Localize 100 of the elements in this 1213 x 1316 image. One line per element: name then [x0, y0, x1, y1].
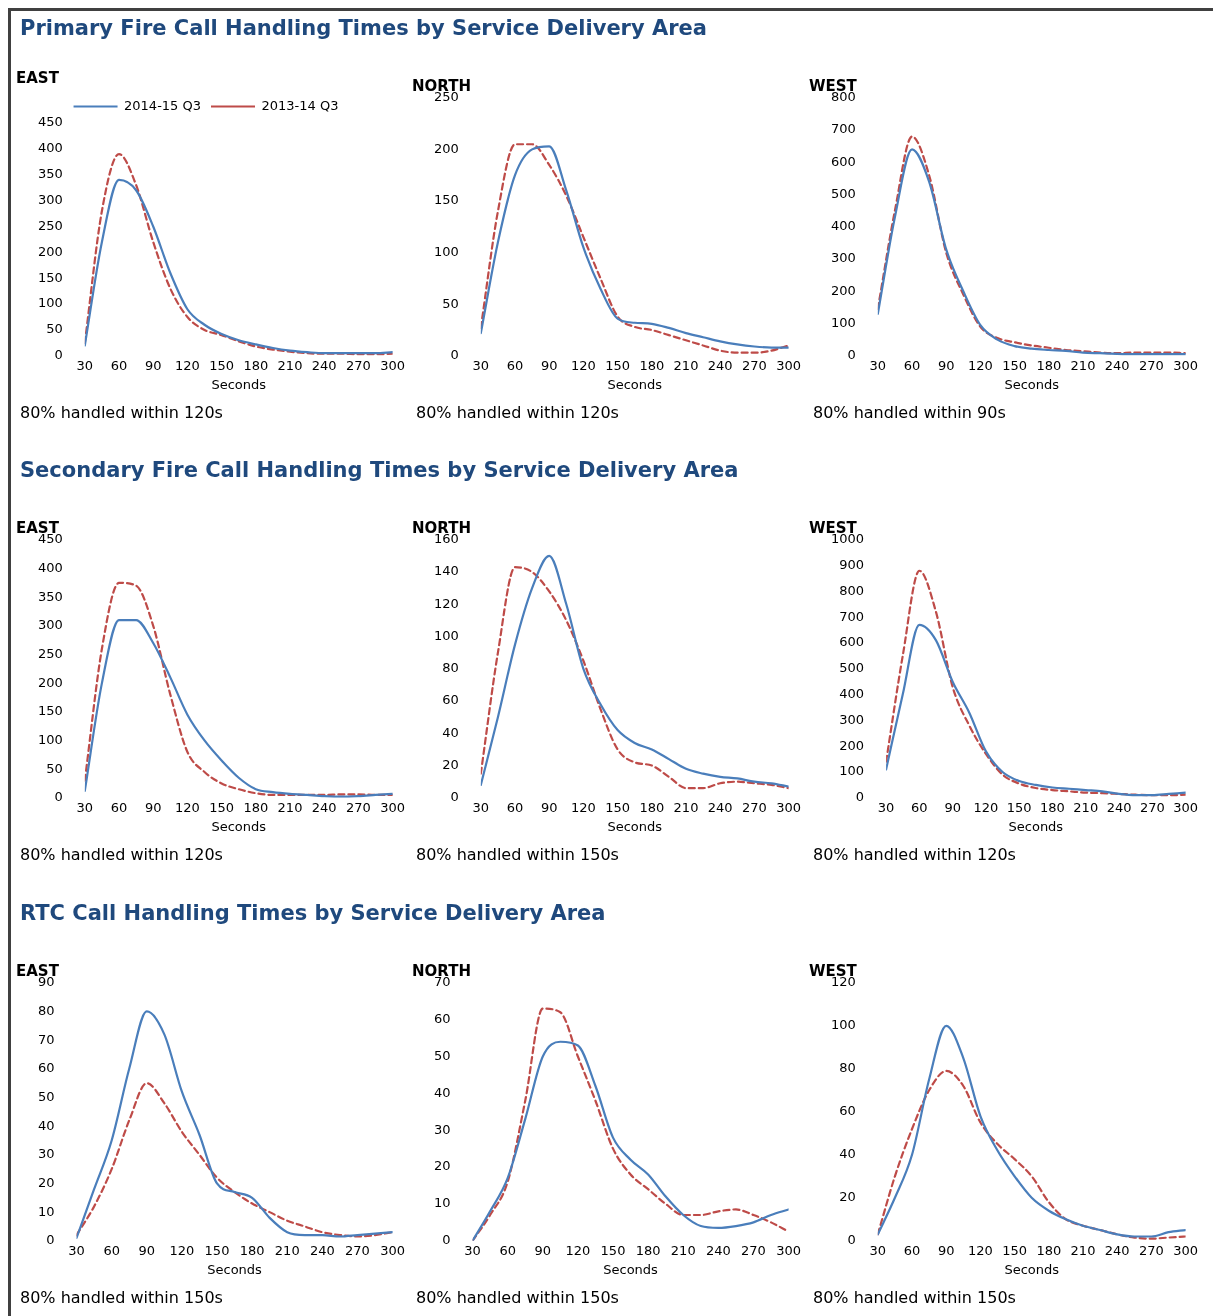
y-tick-label: 300 — [839, 711, 865, 727]
line-series — [877, 1024, 1186, 1238]
y-tick-label: 100 — [37, 731, 63, 747]
x-tick-label: 180 — [243, 799, 269, 815]
text: 80% handled within 150s — [416, 845, 620, 864]
x-tick-label: 240 — [1104, 1242, 1130, 1258]
y-tick-label: 600 — [830, 153, 856, 169]
y-tick-label: 100 — [830, 314, 856, 330]
y-tick-label: 80 — [442, 660, 459, 676]
y-tick-label: 350 — [37, 166, 63, 182]
y-tick-label: 0 — [450, 789, 459, 805]
x-tick-label: 240 — [311, 357, 337, 373]
x-tick-label: 240 — [705, 1242, 731, 1258]
x-tick-label: 150 — [1002, 1242, 1028, 1258]
y-tick-label: 120 — [433, 595, 459, 611]
y-tick-label: 20 — [434, 1158, 451, 1174]
y-tick-label: 0 — [54, 347, 63, 363]
y-tick-label: 10 — [38, 1203, 55, 1219]
x-tick-label: 180 — [639, 357, 665, 373]
legend-label: 2014-15 Q3 — [124, 97, 201, 113]
y-tick-label: 300 — [37, 191, 63, 207]
x-tick-label: 30 — [76, 357, 94, 373]
chart-title: Secondary Fire Call Handling Times by Service Delivery Area — [20, 458, 739, 482]
x-tick-label: 270 — [1138, 1242, 1164, 1258]
x-tick-label: 270 — [345, 799, 371, 815]
chart-title: RTC Call Handling Times by Service Delivery Area — [20, 901, 606, 925]
x-tick-label: 90 — [540, 799, 558, 815]
x-tick-label: 150 — [209, 357, 235, 373]
y-tick-label: 50 — [442, 295, 459, 311]
x-tick-label: 60 — [110, 799, 128, 815]
y-tick-label: 0 — [847, 347, 856, 363]
x-tick-label: 210 — [277, 357, 303, 373]
y-tick-label: 70 — [38, 1031, 55, 1047]
x-tick-label: 30 — [472, 799, 490, 815]
x-tick-label: 60 — [103, 1242, 120, 1258]
y-tick-label: 300 — [37, 617, 63, 633]
x-tick-label: 300 — [776, 1242, 802, 1258]
y-tick-label: 150 — [37, 269, 63, 285]
line-series — [886, 569, 1186, 797]
x-tick-label: 300 — [380, 1242, 406, 1258]
x-tick-label: 240 — [707, 799, 733, 815]
x-tick-label: 90 — [144, 357, 162, 373]
x-tick-label: 180 — [1036, 357, 1062, 373]
line-series — [84, 581, 393, 797]
x-axis-title: Seconds — [607, 376, 663, 392]
x-tick-label: 240 — [1104, 357, 1130, 373]
x-tick-label: 210 — [274, 1242, 300, 1258]
x-tick-label: 180 — [1040, 799, 1065, 815]
x-tick-label: 240 — [311, 799, 337, 815]
text: 80% handled within 150s — [813, 1288, 1017, 1307]
line-series — [886, 623, 1186, 797]
y-tick-label: 0 — [855, 789, 865, 805]
x-tick-label: 210 — [673, 799, 699, 815]
legend-label: 2013-14 Q3 — [261, 97, 339, 113]
y-tick-label: 20 — [38, 1174, 55, 1190]
x-tick-label: 90 — [540, 357, 558, 373]
x-tick-label: 270 — [345, 1242, 370, 1258]
chart-subtitle: EAST — [16, 68, 60, 87]
line-series — [76, 1010, 393, 1240]
x-tick-label: 270 — [741, 1242, 766, 1258]
y-tick-label: 40 — [38, 1117, 55, 1133]
x-tick-label: 240 — [1106, 799, 1132, 815]
x-tick-label: 120 — [570, 357, 596, 373]
y-tick-label: 0 — [46, 1232, 55, 1248]
y-tick-label: 10 — [434, 1195, 451, 1211]
y-tick-label: 20 — [442, 756, 459, 772]
x-axis-title: Seconds — [207, 1261, 263, 1277]
x-tick-label: 240 — [707, 357, 733, 373]
y-tick-label: 100 — [830, 1017, 856, 1033]
x-tick-label: 30 — [68, 1242, 85, 1258]
x-tick-label: 150 — [204, 1242, 230, 1258]
x-tick-label: 210 — [1073, 799, 1099, 815]
y-tick-label: 50 — [38, 1088, 55, 1104]
y-tick-label: 80 — [839, 1060, 856, 1076]
x-tick-label: 300 — [776, 799, 802, 815]
y-tick-label: 100 — [37, 295, 63, 311]
y-tick-label: 80 — [38, 1002, 55, 1018]
x-tick-label: 210 — [277, 799, 303, 815]
x-tick-label: 30 — [869, 357, 887, 373]
x-tick-label: 90 — [937, 357, 955, 373]
x-tick-label: 120 — [169, 1242, 195, 1258]
x-tick-label: 60 — [499, 1242, 516, 1258]
y-tick-label: 700 — [830, 121, 856, 137]
y-tick-label: 100 — [433, 627, 459, 643]
x-tick-label: 30 — [869, 1242, 887, 1258]
x-tick-label: 90 — [944, 799, 961, 815]
x-axis-title: Seconds — [1008, 818, 1064, 834]
x-tick-label: 240 — [309, 1242, 335, 1258]
x-tick-label: 180 — [239, 1242, 265, 1258]
y-tick-label: 800 — [839, 582, 865, 598]
y-tick-label: 40 — [434, 1084, 451, 1100]
y-tick-label: 0 — [450, 347, 459, 363]
x-tick-label: 30 — [76, 799, 94, 815]
x-tick-label: 210 — [1070, 357, 1096, 373]
x-tick-label: 300 — [1173, 1242, 1199, 1258]
x-tick-label: 120 — [967, 1242, 993, 1258]
y-tick-label: 450 — [37, 114, 63, 130]
y-tick-label: 60 — [434, 1011, 451, 1027]
y-tick-label: 50 — [46, 321, 63, 337]
x-axis-title: Seconds — [211, 818, 267, 834]
